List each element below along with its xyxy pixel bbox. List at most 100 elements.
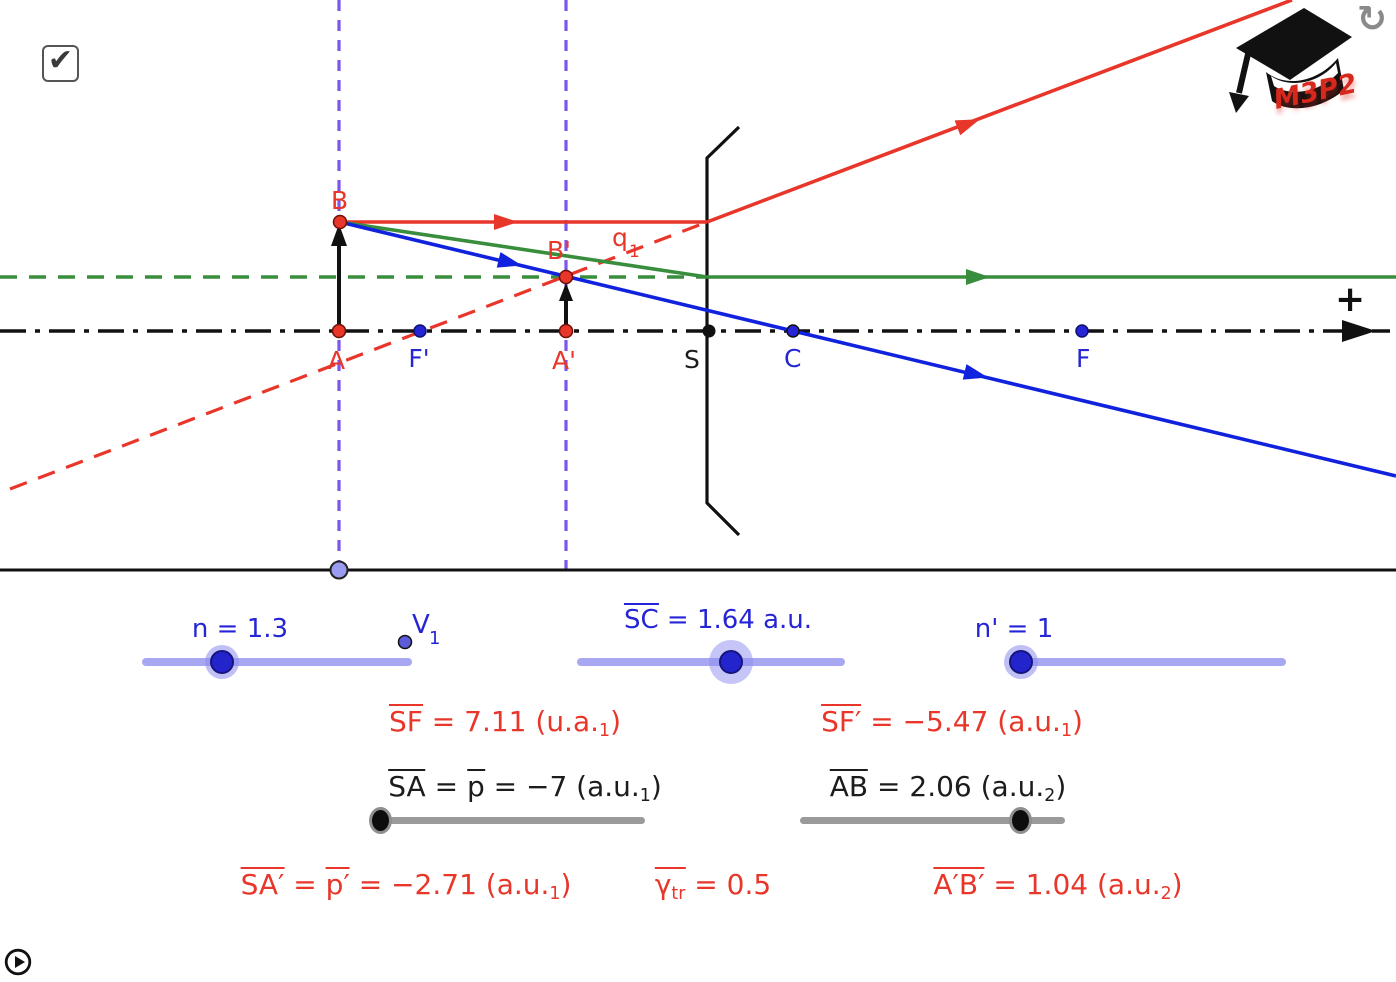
- sa-unit-sub: 1: [639, 786, 651, 807]
- n-slider-knob[interactable]: [210, 650, 234, 674]
- sa-prime-unit-sub: 1: [549, 884, 561, 905]
- n-slider-track[interactable]: [142, 658, 412, 666]
- label-V1-base: V: [412, 610, 430, 640]
- gamma-value: = 0.5: [685, 868, 772, 901]
- point-F: [1075, 324, 1089, 338]
- sa-prime-eq: =: [284, 868, 326, 901]
- label-V1-sub: 1: [429, 628, 440, 649]
- green-ray-arrow-icon: [966, 269, 990, 285]
- gamma-readout: γtr = 0.5: [654, 867, 772, 905]
- ab-unit-sub: 2: [1044, 786, 1056, 807]
- apbp-unit-sub: 2: [1160, 884, 1172, 905]
- apbp-value: = 1.04 (a.u.: [984, 868, 1161, 901]
- sf-prime-head: SF′: [821, 704, 862, 738]
- label-B: B: [331, 186, 348, 215]
- point-A-prime: [558, 323, 574, 339]
- ab-slider-label: AB = 2.06 (a.u.2): [829, 769, 1067, 807]
- label-B-prime: B': [547, 236, 571, 265]
- point-C: [786, 324, 800, 338]
- blue-ray-arrow-icon: [496, 252, 522, 268]
- axis-positive-sign: +: [1335, 279, 1365, 320]
- sa-prime-p-head: p′: [325, 867, 350, 901]
- point-B-prime: [558, 269, 574, 285]
- checkmark-icon: ✔: [47, 42, 74, 78]
- label-q1-sub: 1: [629, 242, 640, 262]
- label-F-prime: F': [408, 344, 429, 373]
- sa-prime-readout: SA′ = p′ = −2.71 (a.u.1): [240, 867, 572, 905]
- red-ray-arrow-icon: [494, 214, 518, 230]
- gamma-sub: tr: [671, 884, 686, 905]
- a-prime-b-prime-readout: A′B′ = 1.04 (a.u.2): [933, 867, 1183, 905]
- sf-close: ): [610, 705, 622, 738]
- sf-prime-readout: SF′ = −5.47 (a.u.1): [821, 704, 1083, 741]
- sc-slider-knob[interactable]: [719, 650, 743, 674]
- m3p2-logo: M3P2: [1229, 8, 1360, 116]
- sa-value: = −7 (a.u.: [484, 770, 640, 803]
- sc-slider-label: SC = 1.64 a.u.: [623, 603, 813, 635]
- sa-head: SA: [388, 769, 426, 803]
- tassel-end: [1229, 92, 1249, 113]
- label-C: C: [784, 344, 801, 373]
- n-prime-slider-knob[interactable]: [1009, 650, 1033, 674]
- n-prime-slider-label: n' = 1: [974, 614, 1054, 644]
- sf-value: = 7.11 (u.a.: [422, 705, 600, 738]
- sa-slider-knob[interactable]: [369, 807, 392, 834]
- axis-arrowhead-icon: [1342, 320, 1376, 342]
- red-refracted-ray: [706, 0, 1293, 224]
- sa-slider-track[interactable]: [373, 817, 645, 824]
- play-icon: [15, 956, 25, 968]
- sa-prime-value: = −2.71 (a.u.: [349, 868, 550, 901]
- sc-rest: = 1.64 a.u.: [658, 605, 813, 635]
- point-B[interactable]: [332, 214, 348, 230]
- visibility-checkbox[interactable]: ✔: [42, 45, 79, 82]
- sf-head: SF: [388, 704, 423, 738]
- point-V1[interactable]: [397, 634, 413, 650]
- gamma-symbol: γ: [654, 868, 672, 901]
- red-ray-arrow2-icon: [954, 119, 980, 136]
- graduation-cap-band-highlight: [1271, 63, 1338, 92]
- n-prime-slider-track[interactable]: [1019, 658, 1286, 666]
- ab-slider-knob[interactable]: [1009, 807, 1032, 834]
- green-incident-ray: [339, 220, 708, 279]
- sf-unit-sub: 1: [599, 721, 611, 742]
- label-S: S: [684, 345, 700, 374]
- sc-head: SC: [623, 603, 659, 635]
- ab-slider-track[interactable]: [800, 817, 1065, 824]
- sa-p-head: p: [466, 769, 485, 803]
- blue-ray: [339, 220, 1396, 478]
- apbp-close: ): [1171, 868, 1183, 901]
- sf-prime-close: ): [1071, 705, 1083, 738]
- object-position-handle[interactable]: [329, 560, 349, 580]
- object-arrowhead-icon: [331, 224, 347, 246]
- sa-eq: =: [425, 770, 467, 803]
- reset-icon[interactable]: ↻: [1356, 0, 1388, 40]
- point-F-prime: [413, 324, 427, 338]
- play-button[interactable]: [4, 948, 34, 978]
- sa-slider-label: SA = p = −7 (a.u.1): [388, 769, 662, 806]
- image-arrowhead-icon: [559, 283, 573, 301]
- label-q1-base: q: [612, 223, 628, 252]
- sa-prime-close: ): [560, 868, 572, 901]
- gamma-head: γtr: [654, 867, 686, 905]
- red-virtual-ray: [9, 220, 708, 491]
- ab-head: AB: [829, 769, 869, 803]
- blue-ray-arrow2-icon: [962, 364, 988, 380]
- ab-close: ): [1055, 770, 1067, 803]
- point-A: [331, 323, 347, 339]
- sf-prime-value: = −5.47 (a.u.: [861, 705, 1061, 738]
- sc-slider-track[interactable]: [577, 658, 845, 666]
- play-circle: [4, 948, 32, 976]
- sf-readout: SF = 7.11 (u.a.1): [388, 704, 622, 742]
- graduation-cap-board: [1236, 8, 1352, 80]
- tassel-cord: [1236, 53, 1251, 94]
- ab-value: = 2.06 (a.u.: [868, 770, 1045, 803]
- point-S: [702, 324, 716, 338]
- label-A-prime: A': [552, 346, 576, 375]
- sa-close: ): [650, 770, 662, 803]
- n-slider-label: n = 1.3: [191, 614, 289, 644]
- sa-prime-head: SA′: [240, 867, 285, 901]
- label-A: A: [328, 346, 345, 375]
- label-F: F: [1076, 344, 1090, 373]
- sf-prime-unit-sub: 1: [1060, 721, 1072, 742]
